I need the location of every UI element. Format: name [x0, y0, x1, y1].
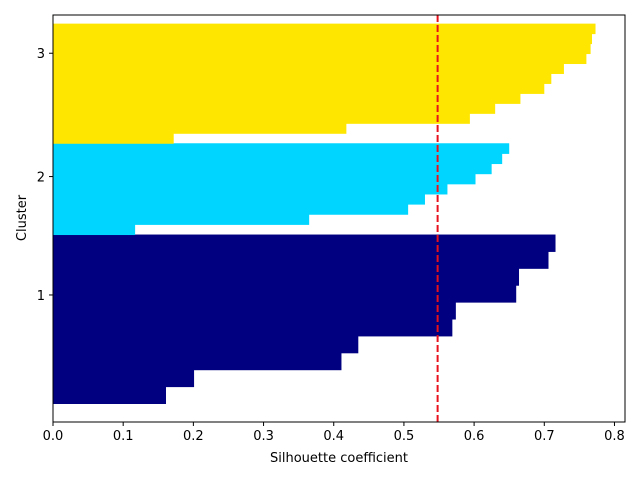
- x-tick-label: 0.8: [604, 429, 625, 444]
- cluster-1-bar: [53, 352, 342, 371]
- x-tick-label: 0.5: [394, 429, 415, 444]
- cluster-1-bar: [53, 369, 195, 388]
- y-ticks: 1 2 3: [37, 47, 53, 304]
- cluster-2-bar: [53, 143, 510, 154]
- cluster-2-bar: [53, 183, 448, 195]
- cluster-1-bar: [53, 319, 453, 337]
- cluster-2-bar: [53, 204, 409, 215]
- x-tick-label: 0.3: [253, 429, 274, 444]
- cluster-3-bar: [53, 113, 470, 124]
- cluster-1-bar: [53, 251, 549, 269]
- y-tick-label: 2: [37, 171, 45, 186]
- cluster-2-bar: [53, 193, 425, 205]
- cluster-3-bar: [53, 103, 496, 114]
- cluster-2-bar: [53, 173, 476, 185]
- y-tick-label: 3: [37, 47, 45, 62]
- x-tick-label: 0.1: [113, 429, 134, 444]
- cluster-3-bar: [53, 73, 552, 84]
- cluster-1-bar: [53, 386, 166, 404]
- cluster-3-bar: [53, 93, 521, 104]
- x-tick-label: 0.4: [323, 429, 344, 444]
- cluster-3-bar: [53, 123, 347, 134]
- y-tick-label: 1: [37, 289, 45, 304]
- cluster-1-bar: [53, 285, 517, 303]
- cluster-2-bar: [53, 163, 492, 175]
- cluster-2-bar: [53, 214, 310, 225]
- cluster-3-bar: [53, 133, 174, 144]
- cluster-3-bar: [53, 43, 591, 55]
- cluster-1-bar: [53, 268, 520, 286]
- cluster-3-bar: [53, 23, 596, 35]
- x-axis-label: Silhouette coefficient: [270, 451, 408, 466]
- cluster-3-bar: [53, 83, 545, 94]
- cluster-1-bar: [53, 234, 556, 252]
- cluster-1-bar: [53, 335, 359, 354]
- cluster-1-bar: [53, 302, 456, 320]
- cluster-3-bar: [53, 63, 564, 74]
- bars-layer: [53, 23, 596, 404]
- cluster-2-bar: [53, 153, 503, 165]
- cluster-3-bar: [53, 53, 587, 65]
- plot-frame: [52, 14, 626, 423]
- x-ticks: 0.0 0.1 0.2 0.3 0.4 0.5 0.6 0.7 0.8: [43, 422, 625, 444]
- cluster-3-bar: [53, 33, 593, 45]
- y-axis-label: Cluster: [15, 194, 30, 241]
- x-tick-label: 0.2: [183, 429, 204, 444]
- cluster-2-bar: [53, 224, 136, 236]
- x-tick-label: 0.6: [464, 429, 485, 444]
- x-tick-label: 0.7: [534, 429, 555, 444]
- x-tick-label: 0.0: [43, 429, 64, 444]
